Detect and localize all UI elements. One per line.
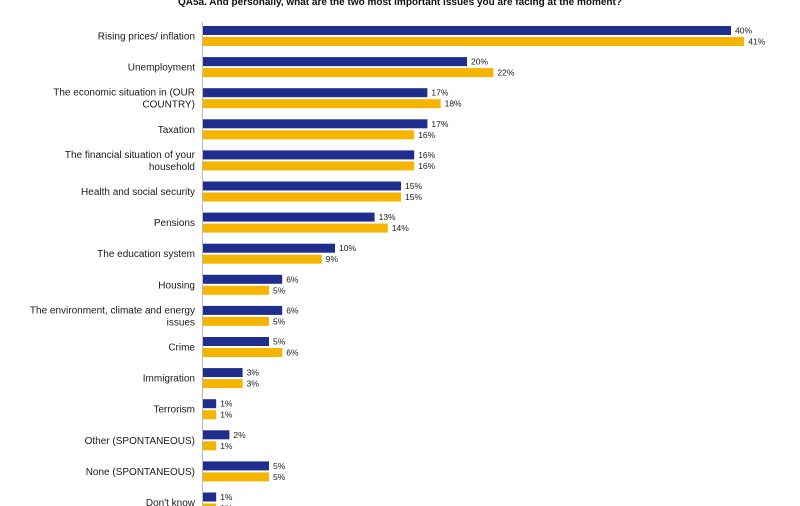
value-label: 14% — [392, 223, 409, 233]
value-label: 40% — [735, 26, 752, 36]
value-label: 5% — [273, 316, 286, 326]
bar-series-1 — [203, 57, 467, 67]
labels-group: Rising prices/ inflation 40%41% Unemployme… — [30, 26, 766, 506]
value-label: 5% — [273, 285, 286, 295]
bar-series-1 — [203, 119, 428, 129]
bar-series-2 — [203, 68, 494, 78]
value-label: 6% — [286, 305, 299, 315]
bar-series-2 — [203, 410, 217, 420]
bar-series-2 — [203, 37, 745, 46]
bar-series-1 — [203, 305, 283, 315]
bar-series-1 — [203, 150, 415, 160]
value-label: 10% — [339, 243, 356, 253]
value-label: 17% — [431, 88, 448, 98]
value-label: 1% — [220, 492, 233, 502]
value-label: 1% — [220, 399, 233, 409]
bar-series-2 — [203, 379, 243, 389]
value-label: 3% — [247, 379, 260, 389]
category-label: The environment, climate and energy — [30, 305, 195, 316]
value-label: 20% — [471, 57, 488, 67]
bar-series-2 — [203, 161, 415, 171]
bar-series-1 — [203, 181, 401, 191]
value-label: 16% — [418, 161, 435, 171]
bar-series-2 — [203, 441, 217, 451]
bar-series-1 — [203, 274, 283, 284]
value-label: 15% — [405, 192, 422, 202]
bar-series-1 — [203, 212, 375, 222]
category-label: The economic situation in (OUR — [53, 88, 195, 99]
bar-series-2 — [203, 316, 269, 326]
category-label: COUNTRY) — [142, 100, 195, 111]
category-label: household — [149, 162, 195, 173]
category-label: Crime — [168, 343, 195, 354]
category-label: Rising prices/ inflation — [98, 32, 195, 43]
category-label: Taxation — [158, 125, 195, 136]
category-label: Other (SPONTANEOUS) — [85, 436, 195, 447]
value-label: 1% — [220, 410, 233, 420]
category-label: Terrorism — [153, 405, 195, 416]
bar-series-1 — [203, 368, 243, 378]
category-label: The financial situation of your — [65, 150, 196, 161]
bar-series-2 — [203, 348, 283, 357]
value-label: 5% — [273, 337, 286, 347]
bar-series-2 — [203, 192, 401, 202]
value-label: 1% — [220, 503, 233, 506]
bar-series-2 — [203, 99, 441, 109]
category-label: The education system — [97, 249, 195, 260]
bar-series-1 — [203, 337, 269, 346]
category-label: Unemployment — [128, 63, 195, 74]
category-label: None (SPONTANEOUS) — [86, 467, 195, 478]
value-label: 5% — [273, 461, 286, 471]
value-label: 6% — [286, 274, 299, 284]
value-label: 41% — [748, 37, 765, 47]
chart-title: QA5a. And personally, what are the two m… — [178, 0, 622, 8]
value-label: 9% — [326, 254, 339, 264]
bar-series-1 — [203, 399, 217, 409]
value-label: 13% — [379, 212, 396, 222]
category-label: Housing — [158, 280, 195, 291]
bar-series-1 — [203, 492, 217, 502]
category-label: Don't know — [146, 498, 196, 506]
bar-series-2 — [203, 285, 269, 295]
bar-series-1 — [203, 461, 269, 471]
category-label: Immigration — [143, 374, 195, 385]
value-label: 16% — [418, 150, 435, 160]
bar-series-2 — [203, 223, 388, 233]
category-label: issues — [167, 317, 195, 328]
bar-series-2 — [203, 254, 322, 264]
bar-series-2 — [203, 130, 415, 140]
value-label: 2% — [233, 430, 246, 440]
bar-series-2 — [203, 472, 269, 482]
value-label: 17% — [431, 119, 448, 129]
bar-series-1 — [203, 243, 335, 253]
value-label: 18% — [445, 99, 462, 109]
bar-series-1 — [203, 88, 428, 98]
bar-series-1 — [203, 26, 731, 35]
value-label: 5% — [273, 472, 286, 482]
value-label: 15% — [405, 181, 422, 191]
bars-group — [203, 26, 745, 506]
value-label: 3% — [247, 368, 260, 378]
bar-series-2 — [203, 503, 217, 506]
value-label: 22% — [497, 68, 514, 78]
bar-series-1 — [203, 430, 230, 440]
category-label: Pensions — [154, 218, 195, 229]
value-label: 6% — [286, 348, 299, 358]
value-label: 1% — [220, 441, 233, 451]
category-label: Health and social security — [81, 187, 195, 198]
value-label: 16% — [418, 130, 435, 140]
